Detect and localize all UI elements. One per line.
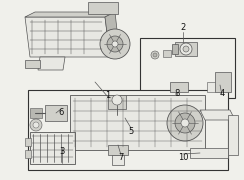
Circle shape bbox=[153, 53, 157, 57]
Bar bbox=[215, 72, 231, 92]
Text: 1: 1 bbox=[105, 91, 111, 100]
Polygon shape bbox=[228, 115, 238, 155]
Text: 7: 7 bbox=[118, 154, 124, 163]
Bar bbox=[170, 82, 188, 92]
Circle shape bbox=[167, 105, 203, 141]
Bar bbox=[207, 82, 215, 92]
Text: 6: 6 bbox=[58, 107, 64, 116]
Text: 5: 5 bbox=[128, 127, 134, 136]
Circle shape bbox=[112, 95, 122, 105]
Polygon shape bbox=[38, 57, 65, 70]
Bar bbox=[25, 60, 40, 68]
Polygon shape bbox=[200, 110, 235, 120]
Circle shape bbox=[180, 43, 192, 55]
Circle shape bbox=[30, 119, 42, 131]
Bar bbox=[45, 105, 67, 121]
Text: 8: 8 bbox=[174, 89, 180, 98]
Bar bbox=[163, 50, 171, 57]
Bar bbox=[108, 145, 128, 155]
Text: 3: 3 bbox=[59, 147, 65, 156]
Bar bbox=[140, 38, 235, 98]
Bar bbox=[172, 44, 178, 54]
Bar bbox=[108, 95, 126, 109]
Circle shape bbox=[183, 46, 189, 52]
Polygon shape bbox=[190, 148, 228, 158]
Bar bbox=[112, 155, 124, 165]
Bar bbox=[30, 108, 42, 118]
Circle shape bbox=[107, 36, 123, 52]
Circle shape bbox=[181, 119, 189, 127]
Polygon shape bbox=[25, 12, 115, 17]
Bar bbox=[28, 90, 228, 170]
Polygon shape bbox=[105, 12, 120, 57]
Bar bbox=[88, 2, 118, 14]
Text: 10: 10 bbox=[178, 154, 188, 163]
Circle shape bbox=[175, 113, 195, 133]
Bar bbox=[25, 138, 31, 146]
Circle shape bbox=[112, 41, 118, 47]
Text: 4: 4 bbox=[219, 89, 225, 98]
Bar bbox=[70, 95, 205, 150]
Bar bbox=[25, 150, 31, 158]
Circle shape bbox=[100, 29, 130, 59]
Bar bbox=[30, 132, 75, 164]
Text: 2: 2 bbox=[180, 22, 186, 32]
Circle shape bbox=[33, 122, 39, 128]
Polygon shape bbox=[25, 17, 110, 57]
Bar bbox=[175, 42, 197, 56]
Circle shape bbox=[151, 51, 159, 59]
